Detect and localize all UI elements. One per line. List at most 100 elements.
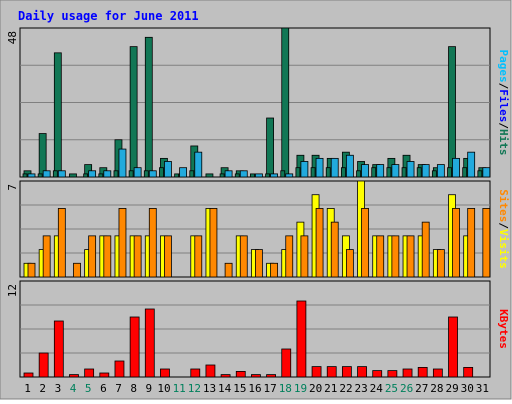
- x-tick-label: 21: [324, 382, 337, 395]
- sites-bar: [482, 208, 491, 278]
- pages-bar: [159, 167, 164, 178]
- kbytes-bar: [190, 368, 201, 378]
- x-tick-label: 24: [370, 382, 384, 395]
- x-tick-label: 11: [173, 382, 186, 395]
- chart-title: Daily usage for June 2011: [18, 9, 199, 23]
- kbytes-bar: [235, 370, 246, 378]
- sites-bar: [73, 262, 81, 278]
- y-max-label: 12: [6, 284, 19, 297]
- series-legend: KBytes: [497, 309, 510, 349]
- x-tick-label: 4: [70, 382, 77, 395]
- kbytes-bar: [266, 374, 276, 378]
- sites-bar: [148, 208, 157, 278]
- kbytes-bar: [251, 374, 261, 378]
- x-tick-label: 17: [264, 382, 277, 395]
- kbytes-bar: [311, 366, 322, 378]
- sites-bar: [452, 208, 460, 278]
- series-legend: Sites/Visits: [497, 189, 510, 269]
- y-max-label: 48: [6, 31, 19, 44]
- hits-bar: [144, 36, 153, 178]
- sites-bar: [239, 235, 248, 278]
- pages-bar: [386, 167, 392, 178]
- legend-kbytes: KBytes: [497, 309, 510, 349]
- pages-bar: [219, 173, 225, 178]
- pages-bar: [280, 170, 286, 178]
- pages-bar: [189, 170, 195, 178]
- x-tick-label: 15: [233, 382, 246, 395]
- files-bar: [285, 173, 294, 178]
- files-bar: [179, 167, 188, 178]
- sites-bar: [194, 235, 203, 278]
- files-bar: [194, 151, 203, 178]
- pages-bar: [174, 173, 180, 178]
- kbytes-bar: [129, 316, 140, 378]
- sites-bar: [421, 221, 430, 278]
- pages-bar: [356, 170, 361, 178]
- sites-bar: [406, 235, 415, 278]
- sites-bar: [345, 249, 354, 278]
- hits-bar: [53, 52, 62, 178]
- x-tick-label: 25: [385, 382, 398, 395]
- series-legend: Pages/Files/Hits: [497, 50, 510, 156]
- kbytes-bar: [281, 348, 292, 378]
- pages-bar: [22, 173, 28, 178]
- files-bar: [270, 173, 278, 178]
- files-bar: [452, 157, 460, 178]
- kbytes-bar: [114, 360, 125, 378]
- sites-bar: [103, 235, 112, 278]
- kbytes-bar: [463, 366, 474, 378]
- kbytes-bar: [341, 366, 352, 378]
- pages-bar: [52, 170, 58, 178]
- hits-bar: [448, 46, 456, 178]
- pages-bar: [431, 170, 437, 178]
- pages-bar: [447, 167, 452, 178]
- pages-bar: [325, 167, 331, 178]
- kbytes-bar: [357, 366, 367, 378]
- files-bar: [57, 170, 66, 178]
- files-bar: [482, 167, 491, 178]
- hits-bar: [266, 117, 274, 178]
- sites-bar: [224, 262, 233, 278]
- pages-bar: [462, 167, 468, 178]
- pages-bar: [128, 170, 134, 178]
- sites-bar: [376, 235, 385, 278]
- x-tick-label: 12: [188, 382, 201, 395]
- pages-bar: [477, 170, 483, 178]
- sites-bar: [300, 235, 309, 278]
- sites-bar: [330, 221, 339, 278]
- kbytes-bar: [84, 368, 95, 378]
- sites-bar: [133, 235, 142, 278]
- sites-bar: [255, 249, 263, 278]
- sites-bar: [436, 249, 445, 278]
- x-tick-label: 20: [309, 382, 322, 395]
- sites-bar: [315, 208, 324, 278]
- sites-bar: [467, 208, 476, 278]
- legend-sites: Sites: [497, 189, 510, 222]
- files-bar: [300, 161, 309, 178]
- files-bar: [391, 164, 400, 178]
- sites-bar: [270, 262, 278, 278]
- x-tick-label: 28: [430, 382, 443, 395]
- files-bar: [118, 148, 127, 178]
- x-tick-label: 30: [461, 382, 474, 395]
- x-tick-label: 26: [400, 382, 413, 395]
- sites-bar: [88, 235, 97, 278]
- x-tick-label: 19: [294, 382, 307, 395]
- kbytes-bar: [220, 374, 231, 378]
- panel-visits: 7 Sites/Visits: [6, 180, 510, 278]
- hits-bar: [38, 133, 47, 178]
- pages-bar: [401, 167, 407, 178]
- files-bar: [239, 170, 248, 178]
- files-bar: [88, 170, 97, 178]
- files-bar: [255, 173, 263, 178]
- y-max-label: 7: [6, 184, 19, 191]
- kbytes-bar: [448, 316, 458, 378]
- kbytes-bar: [432, 368, 443, 378]
- x-tick-label: 1: [24, 382, 31, 395]
- legend-separator: /: [497, 83, 510, 90]
- x-tick-label: 18: [279, 382, 292, 395]
- x-tick-label: 7: [115, 382, 122, 395]
- x-tick-label: 31: [476, 382, 489, 395]
